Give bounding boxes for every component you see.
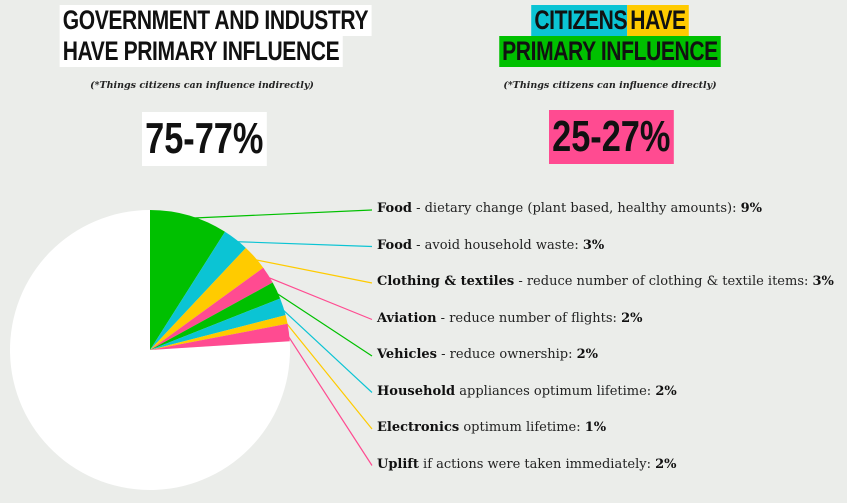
leader-line (234, 240, 373, 248)
pie-slice-remainder (10, 210, 291, 490)
left-range: 75-77% (142, 112, 267, 166)
leader-line (252, 258, 373, 284)
pie-slice (150, 315, 288, 350)
left-heading-line2: HAVE PRIMARY INFLUENCE (59, 36, 343, 67)
leader-line (285, 332, 373, 466)
slice-label-category: Electronics (377, 420, 460, 435)
slice-label-category: Food (377, 237, 412, 253)
slice-label: Household appliances optimum lifetime: 2… (377, 384, 677, 399)
pie-slice (150, 282, 281, 350)
slice-label-category: Aviation (377, 310, 437, 326)
leader-line (265, 275, 373, 321)
slice-label-value: 3% (582, 237, 605, 253)
left-note: (*Things citizens can influence indirect… (90, 80, 314, 91)
slice-label-value: 1% (584, 420, 607, 435)
slice-label-value: 9% (740, 201, 763, 216)
left-heading-line1: GOVERNMENT AND INDUSTRY (59, 5, 372, 36)
slice-label: Electronics optimum lifetime: 1% (377, 420, 606, 435)
slice-label-desc: - avoid household waste: (411, 237, 583, 253)
slice-label: Aviation - reduce number of flights: 2% (377, 311, 642, 326)
right-heading: CITIZENS HAVE PRIMARY INFLUENCE (470, 5, 751, 67)
left-heading: GOVERNMENT AND INDUSTRY HAVE PRIMARY INF… (59, 5, 372, 67)
slice-label-category: Vehicles (377, 347, 437, 362)
slice-label: Clothing & textiles - reduce number of c… (377, 274, 834, 289)
right-heading-citizens: CITIZENS (531, 5, 628, 36)
right-note: (*Things citizens can influence directly… (503, 80, 717, 91)
leader-line (280, 307, 373, 393)
leader-line (188, 209, 373, 219)
slice-label-category: Household (377, 383, 456, 399)
leader-line (283, 319, 373, 430)
slice-label-value: 3% (812, 274, 834, 289)
slice-label-desc: appliances optimum lifetime: (455, 383, 656, 399)
slice-label-desc: - reduce ownership: (437, 347, 577, 362)
slice-label-desc: - dietary change (plant based, healthy a… (411, 201, 741, 216)
slice-label-desc: optimum lifetime: (459, 420, 585, 435)
right-range: 25-27% (549, 110, 674, 164)
slice-label-value: 2% (655, 383, 677, 399)
slice-label-category: Clothing & textiles (377, 274, 515, 289)
pie-slice (150, 298, 286, 350)
pie-slice (150, 323, 290, 350)
leader-line (273, 291, 373, 357)
slice-label: Uplift if actions were taken immediately… (377, 457, 677, 472)
pie-slice (150, 247, 264, 350)
slice-label-desc: - reduce number of clothing & textile it… (514, 274, 813, 289)
slice-label-desc: - reduce number of flights: (436, 310, 622, 326)
slice-label: Food - dietary change (plant based, heal… (377, 201, 762, 216)
pie-slice (150, 210, 226, 350)
slice-label-category: Uplift (377, 456, 419, 472)
slice-label: Food - avoid household waste: 3% (377, 238, 604, 253)
slice-label-value: 2% (621, 310, 643, 326)
slice-label-value: 2% (576, 347, 599, 362)
slice-label-value: 2% (655, 456, 677, 472)
slice-label: Vehicles - reduce ownership: 2% (377, 347, 598, 362)
pie-slice (150, 267, 273, 350)
slice-label-desc: if actions were taken immediately: (418, 456, 656, 472)
slice-label-category: Food (377, 201, 412, 216)
pie-slice (150, 231, 246, 350)
right-heading-have: HAVE (627, 5, 689, 36)
right-heading-line2: PRIMARY INFLUENCE (499, 36, 721, 67)
